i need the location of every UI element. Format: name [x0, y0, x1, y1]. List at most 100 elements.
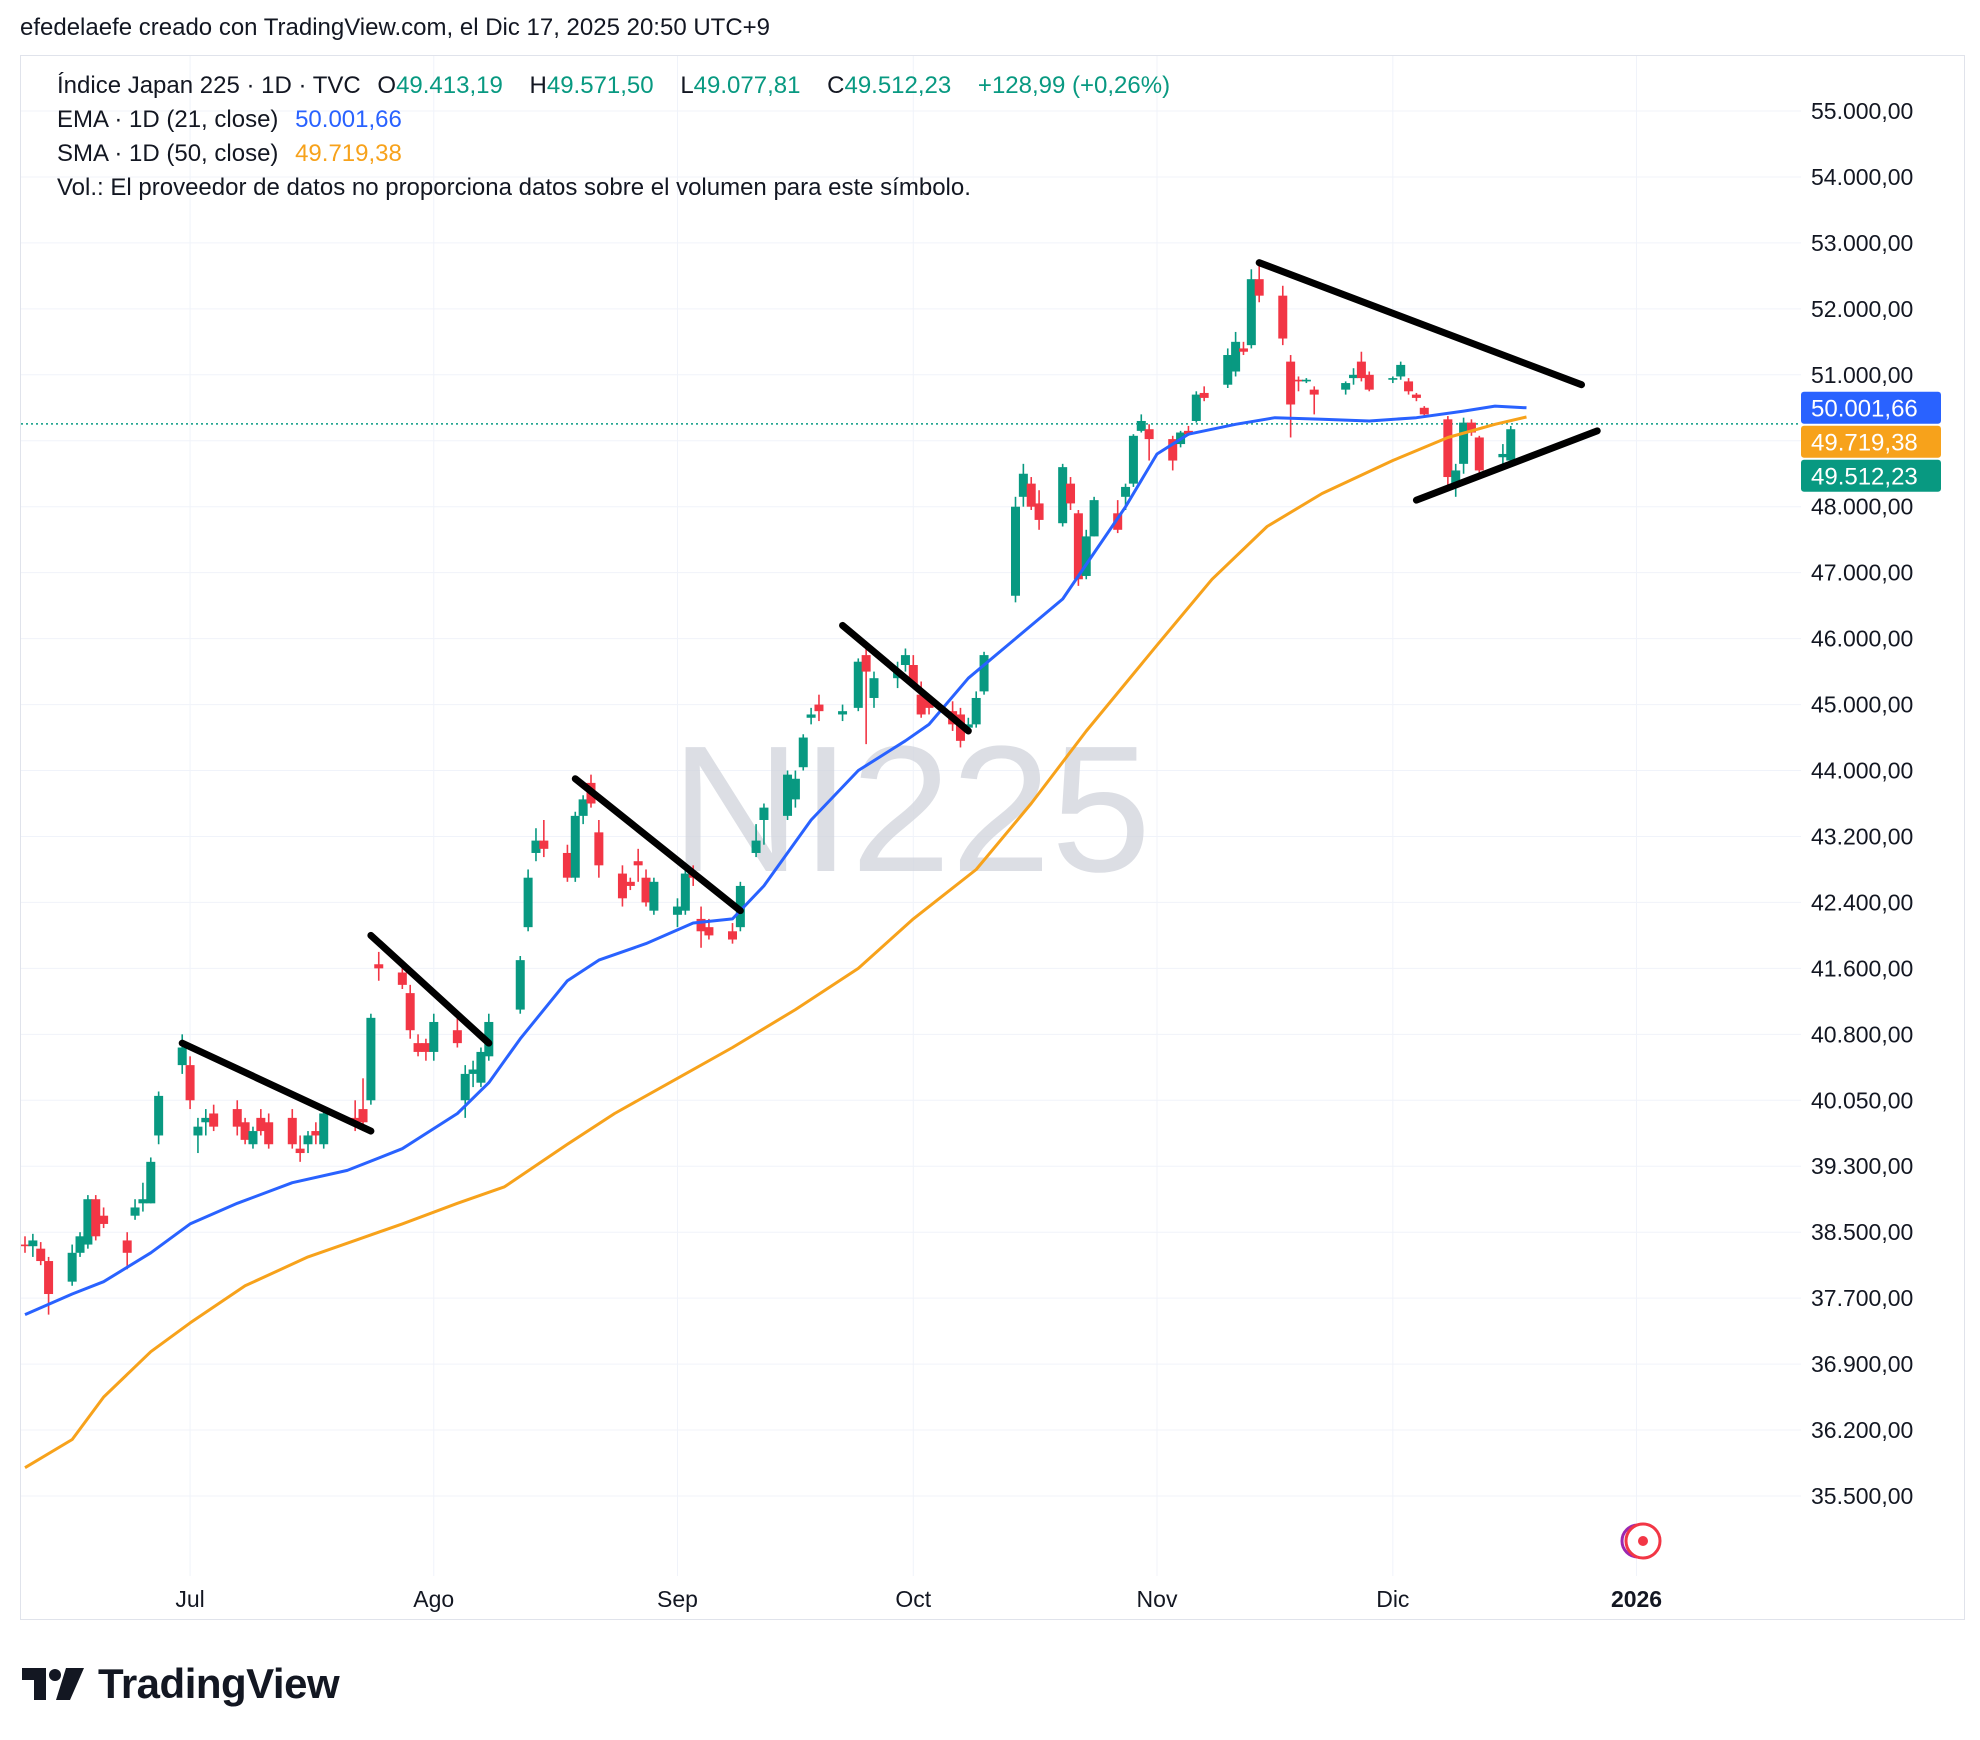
chart-frame[interactable]: NI225 35.500,00 36.200,00 36.900,00 37.700,…: [20, 55, 1965, 1620]
candle[interactable]: [1451, 463, 1461, 497]
candle[interactable]: [1466, 419, 1476, 436]
candle[interactable]: [971, 691, 981, 728]
candle[interactable]: [523, 869, 533, 932]
candle[interactable]: [1474, 435, 1484, 478]
candle[interactable]: [861, 641, 871, 745]
candle[interactable]: [1128, 434, 1138, 487]
candle[interactable]: [83, 1195, 93, 1249]
candle[interactable]: [429, 1013, 439, 1061]
candle[interactable]: [728, 923, 737, 944]
candle[interactable]: [1238, 341, 1248, 356]
candle[interactable]: [1286, 355, 1296, 438]
trendline[interactable]: [178, 1039, 375, 1135]
candle[interactable]: [122, 1232, 132, 1270]
candle[interactable]: [232, 1100, 242, 1136]
candle[interactable]: [515, 956, 525, 1014]
candle[interactable]: [1364, 371, 1374, 392]
candle[interactable]: [264, 1113, 274, 1149]
candle[interactable]: [1388, 376, 1398, 384]
candle[interactable]: [185, 1056, 195, 1110]
candle[interactable]: [1066, 477, 1076, 511]
candle[interactable]: [319, 1109, 329, 1149]
candle[interactable]: [1341, 381, 1351, 395]
candle[interactable]: [476, 1047, 486, 1088]
candle[interactable]: [838, 704, 848, 722]
candle[interactable]: [209, 1104, 219, 1132]
candle[interactable]: [1278, 285, 1288, 346]
trendline[interactable]: [1412, 427, 1601, 504]
candle[interactable]: [460, 1065, 470, 1118]
candle[interactable]: [1199, 386, 1209, 402]
candle[interactable]: [358, 1078, 368, 1132]
candle[interactable]: [413, 1034, 423, 1057]
trendline[interactable]: [839, 621, 972, 735]
candle[interactable]: [814, 694, 824, 722]
candle[interactable]: [1246, 269, 1256, 349]
candle[interactable]: [248, 1126, 258, 1149]
candle[interactable]: [1018, 463, 1028, 507]
candle[interactable]: [641, 869, 651, 907]
candle[interactable]: [798, 734, 808, 771]
candle[interactable]: [154, 1091, 164, 1145]
candle[interactable]: [625, 877, 635, 891]
candle[interactable]: [1011, 496, 1020, 603]
candle[interactable]: [1034, 490, 1044, 530]
candle[interactable]: [562, 844, 572, 882]
candle[interactable]: [1223, 348, 1233, 388]
candle[interactable]: [130, 1199, 140, 1220]
candle[interactable]: [374, 951, 384, 981]
candle[interactable]: [594, 819, 604, 878]
ema-line[interactable]: [24, 404, 1527, 1316]
candle[interactable]: [67, 1244, 77, 1286]
candle[interactable]: [1294, 376, 1303, 392]
candle[interactable]: [783, 770, 793, 820]
trendline[interactable]: [571, 775, 744, 915]
candle[interactable]: [649, 877, 659, 915]
candle[interactable]: [539, 819, 549, 858]
candle[interactable]: [405, 984, 415, 1039]
candle[interactable]: [75, 1232, 85, 1257]
candle[interactable]: [751, 824, 761, 858]
candle[interactable]: [806, 707, 816, 725]
candle[interactable]: [1073, 510, 1083, 586]
candle[interactable]: [1506, 425, 1516, 464]
candle[interactable]: [21, 1236, 30, 1253]
candle[interactable]: [452, 1017, 462, 1048]
candle[interactable]: [900, 648, 910, 672]
trendline[interactable]: [367, 931, 493, 1047]
candle[interactable]: [1136, 414, 1146, 433]
sma-line[interactable]: [24, 415, 1527, 1469]
candle[interactable]: [1411, 392, 1421, 402]
candle[interactable]: [578, 795, 588, 825]
legend-sma-row[interactable]: SMA · 1D (50, close) 49.719,38: [57, 140, 412, 168]
candle[interactable]: [759, 803, 769, 845]
candle[interactable]: [99, 1207, 109, 1229]
candle[interactable]: [36, 1242, 46, 1266]
candle[interactable]: [28, 1233, 38, 1257]
candle[interactable]: [295, 1135, 305, 1162]
legend-symbol[interactable]: Índice Japan 225 · 1D · TVC: [57, 72, 361, 99]
candle[interactable]: [617, 865, 627, 907]
candle[interactable]: [1459, 417, 1469, 474]
candle[interactable]: [201, 1109, 211, 1136]
candlestick-chart[interactable]: NI225 35.500,00 36.200,00 36.900,00 37.700,…: [21, 56, 1966, 1621]
candle[interactable]: [1356, 351, 1366, 382]
candle[interactable]: [680, 869, 690, 915]
legend-ema-row[interactable]: EMA · 1D (21, close) 50.001,66: [57, 106, 412, 134]
candle[interactable]: [1396, 361, 1406, 380]
candle[interactable]: [570, 811, 580, 882]
candle[interactable]: [1081, 529, 1091, 580]
candle[interactable]: [138, 1182, 148, 1212]
candle[interactable]: [91, 1195, 101, 1241]
candle[interactable]: [146, 1157, 156, 1204]
candle[interactable]: [1443, 416, 1453, 487]
candle[interactable]: [790, 770, 800, 808]
candle[interactable]: [1349, 368, 1359, 385]
candle[interactable]: [1058, 463, 1068, 527]
candle[interactable]: [672, 898, 682, 928]
replay-marker-icon[interactable]: [1620, 1522, 1662, 1560]
candle[interactable]: [853, 658, 863, 712]
tradingview-logo[interactable]: TradingView: [22, 1660, 340, 1708]
candle[interactable]: [256, 1109, 266, 1136]
candle[interactable]: [303, 1131, 313, 1154]
